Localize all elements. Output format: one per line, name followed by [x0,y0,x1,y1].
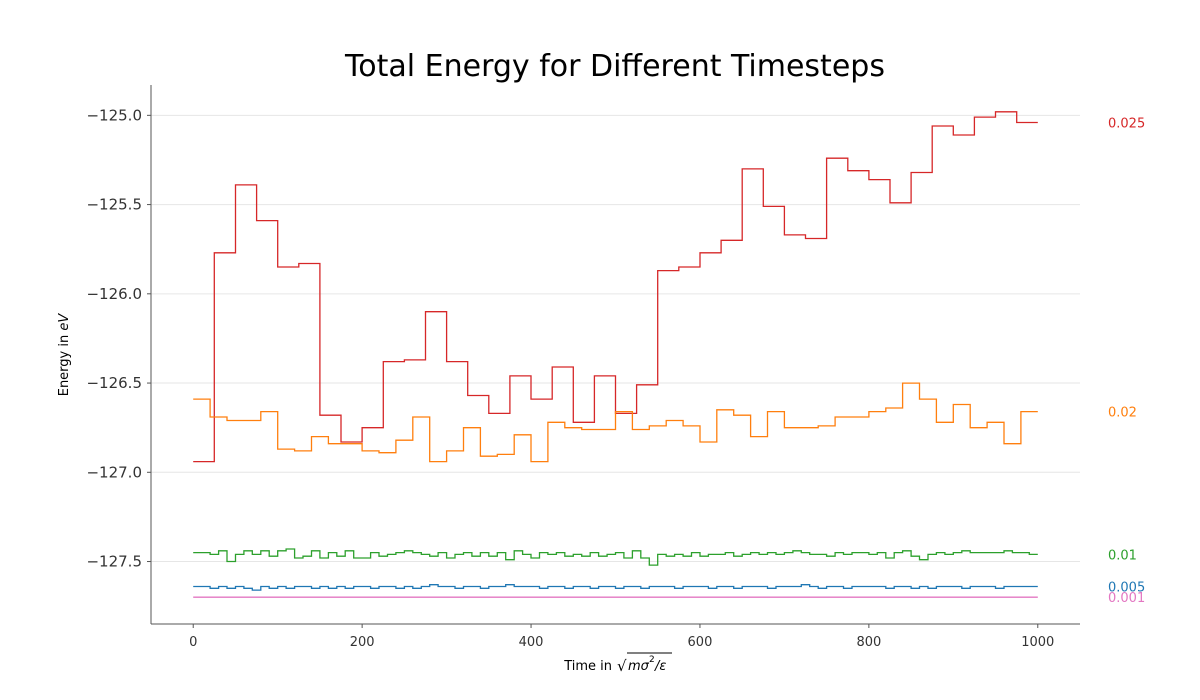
series-label-0-001: 0.001 [1108,591,1145,606]
y-tick-label: −126.0 [86,285,142,303]
y-axis-label-unit: eV [57,313,72,331]
y-ticks: −125.0 −125.5 −126.0 −126.5 −127.0 −127.5 [86,106,151,571]
x-tick-label: 0 [189,635,197,650]
series-line-0-005 [193,584,1038,591]
svg-text:Energy in eV: Energy in eV [57,313,72,397]
x-axis-label: Time in [563,659,612,674]
y-axis-label-prefix: Energy in [57,335,72,397]
series-label-0-005: 0.005 [1108,581,1145,596]
y-tick-label: −127.5 [86,553,142,571]
chart-title: Total Energy for Different Timesteps [344,49,885,84]
x-ticks: 0 200 400 600 800 1000 [189,624,1054,650]
series-label-0-02: 0.02 [1108,406,1137,421]
y-tick-label: −127.0 [86,463,142,481]
series-line-0-025 [193,111,1038,463]
y-tick-label: −125.5 [86,196,142,214]
x-tick-label: 1000 [1021,635,1054,650]
svg-text:√: √ [617,657,627,675]
series-line-0-01 [193,548,1038,566]
y-axis-label: Energy in eV [57,313,72,397]
series-line-0-02 [193,382,1038,463]
grid-lines [151,114,1080,563]
svg-text:2: 2 [649,655,655,665]
svg-text:mσ: mσ [628,659,650,674]
series-lines [193,111,1038,598]
y-tick-label: −125.0 [86,106,142,124]
series-label-0-01: 0.01 [1108,548,1137,563]
x-tick-label: 600 [688,635,713,650]
y-tick-label: −126.5 [86,374,142,392]
x-tick-label: 800 [856,635,881,650]
svg-text:/ε: /ε [654,659,666,674]
series-label-0-025: 0.025 [1108,116,1145,131]
axes [150,85,1080,625]
x-tick-label: 200 [350,635,375,650]
x-tick-label: 400 [519,635,544,650]
x-axis-label-math: √ mσ 2 /ε [617,652,672,675]
